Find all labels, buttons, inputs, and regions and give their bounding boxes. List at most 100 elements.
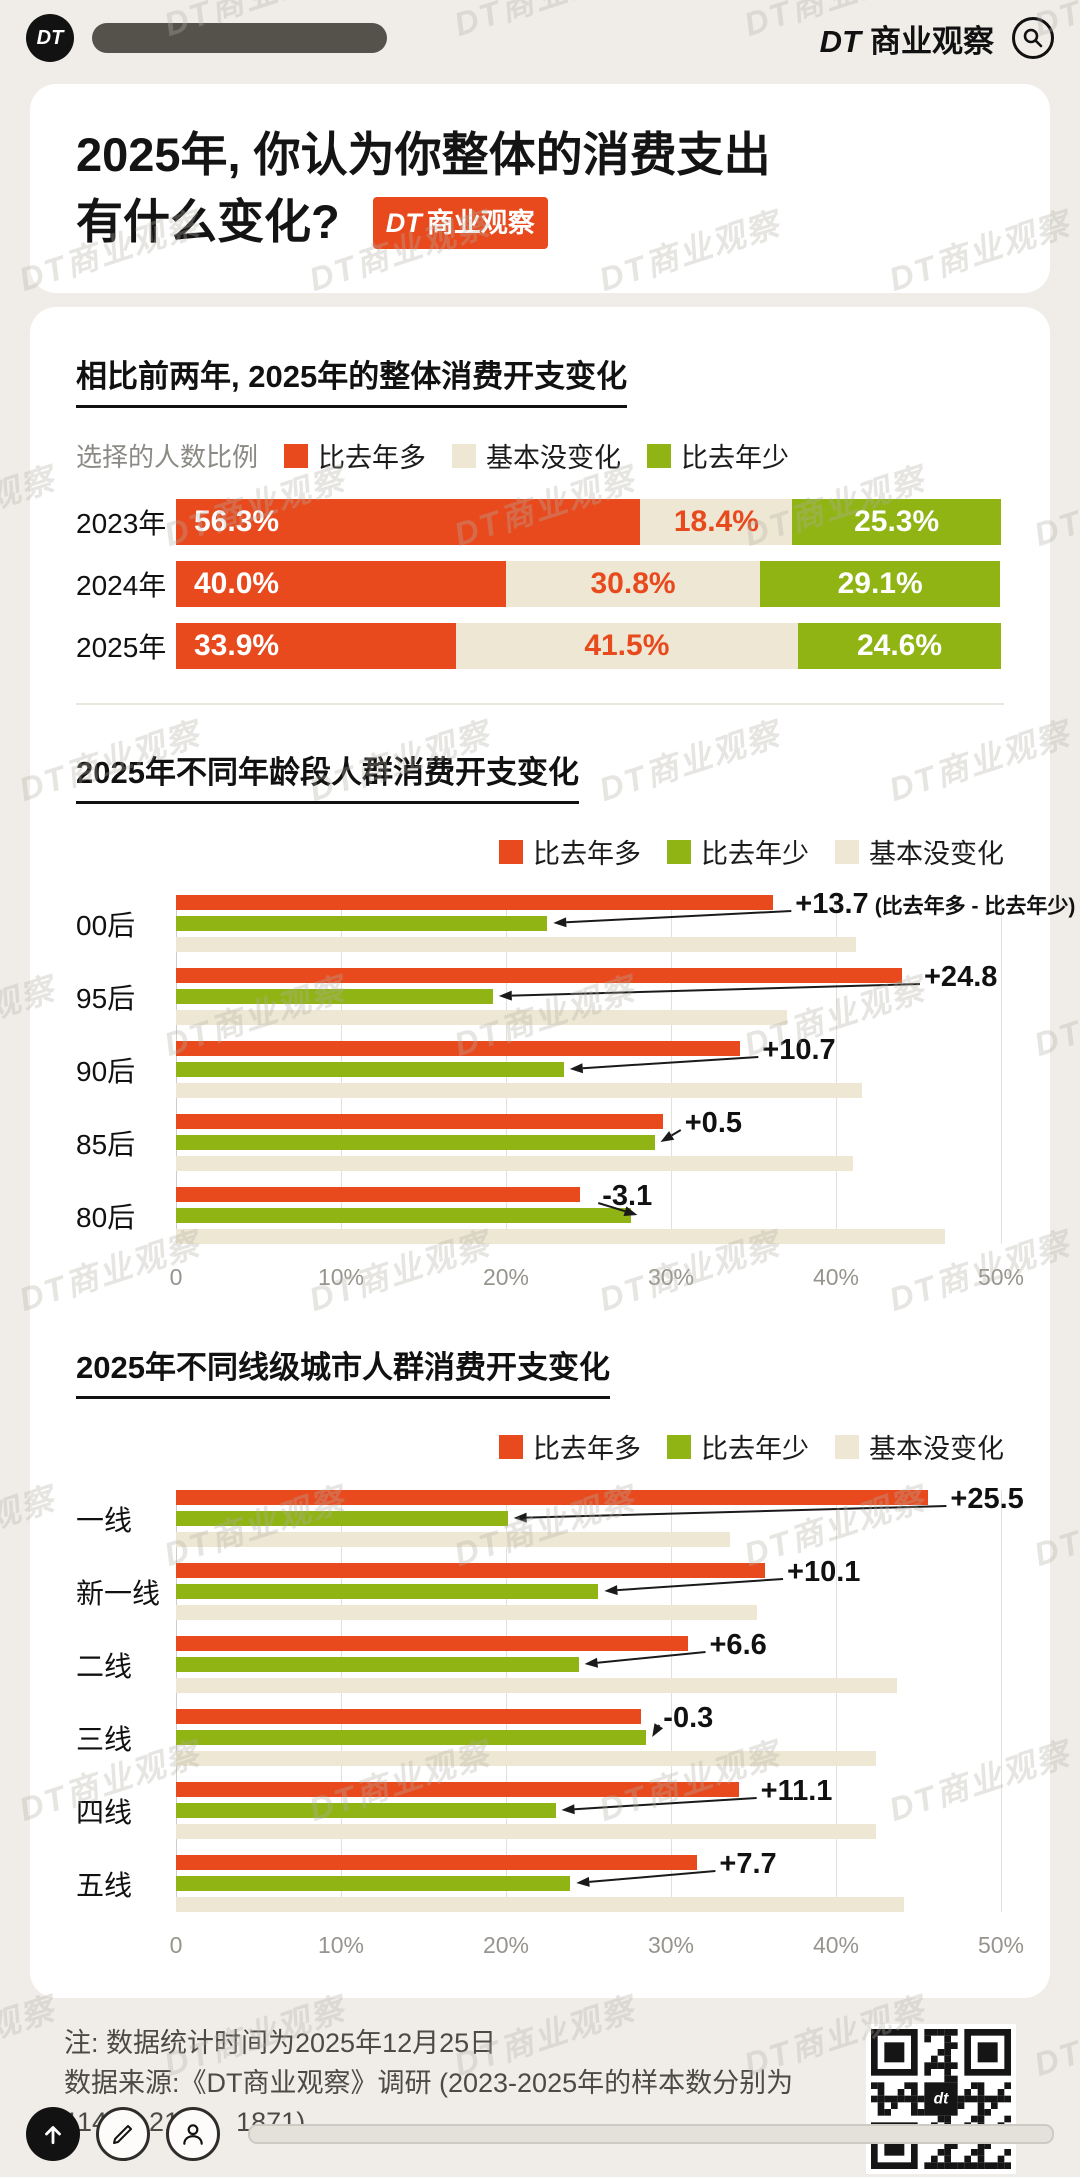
annotation-value: +25.5: [950, 1483, 1024, 1516]
annotation-value: -3.1: [602, 1180, 653, 1213]
gridlines: [176, 1490, 1002, 1913]
category-row: 00后 +13.7 (比去年多 - 比去年少): [76, 888, 1075, 953]
bar-segment: 25.3%: [792, 499, 1001, 546]
bottom-pill[interactable]: [248, 2124, 1054, 2144]
watermark-text: DT商业观察: [1029, 1989, 1080, 2084]
stacked-bar: 40.0% 30.8% 29.1%: [176, 561, 1001, 608]
bar-group: +10.1: [176, 1556, 1001, 1621]
x-tick-label: 10%: [317, 1264, 365, 1291]
gridline: [1001, 1490, 1002, 1913]
x-tick-label: 20%: [482, 1264, 530, 1291]
bar: [176, 1678, 898, 1694]
annotation: -0.3: [663, 1702, 713, 1735]
footer-notes: 注: 数据统计时间为2025年12月25日 数据来源:《DT商业观察》调研 (2…: [64, 2024, 1016, 2175]
legend-item: 比去年多: [284, 436, 426, 475]
bar-value: 41.5%: [584, 629, 670, 663]
bar: [176, 1490, 929, 1506]
bar-value: 25.3%: [854, 505, 940, 539]
legend-item: 比去年多: [499, 832, 641, 871]
bar: [176, 1584, 599, 1600]
legend-item: 比去年少: [667, 832, 809, 871]
bar: [176, 1010, 787, 1026]
bar: [176, 968, 902, 984]
legend-note: 选择的人数比例: [76, 442, 259, 473]
category-label: 三线: [76, 1723, 133, 1755]
edit-button[interactable]: [96, 2107, 150, 2161]
bar-group: +7.7: [176, 1848, 1001, 1913]
category-label: 五线: [76, 1869, 133, 1901]
legend-label: 比去年少: [681, 443, 790, 474]
gridline: [341, 1490, 342, 1913]
x-tick-label: 0: [169, 1264, 183, 1291]
legend-item: 基本没变化: [835, 832, 1004, 871]
category-label: 二线: [76, 1650, 133, 1682]
bar: [176, 1135, 655, 1151]
annotation-value: +24.8: [924, 961, 998, 994]
category-row: 二线 +6.6: [76, 1629, 1004, 1694]
category-row: 95后 +24.8: [76, 961, 1004, 1026]
topbar: DT DT 商业观察: [0, 0, 1080, 76]
annotation: +6.6: [710, 1629, 767, 1662]
legend-swatch: [667, 1434, 691, 1459]
search-button[interactable]: [1012, 17, 1054, 59]
bar: [176, 916, 548, 932]
bar-value: 24.6%: [856, 629, 943, 663]
bar-group: +13.7 (比去年多 - 比去年少): [176, 888, 1075, 953]
category-label: 85后: [76, 1128, 136, 1160]
pencil-icon: [113, 2125, 132, 2144]
legend-item: 比去年多: [499, 1427, 641, 1466]
category-label: 新一线: [76, 1577, 161, 1609]
section-1-heading-row: 相比前两年, 2025年的整体消费开支变化: [76, 351, 1004, 409]
gridline: [836, 895, 837, 1245]
annotation: +10.7: [762, 1034, 835, 1067]
qr-code: dt: [866, 2024, 1016, 2175]
annotation: +0.5: [685, 1107, 742, 1140]
content-card: 相比前两年, 2025年的整体消费开支变化 选择的人数比例 比去年多 基本没变化 比去…: [30, 307, 1075, 1999]
app-logo[interactable]: DT: [26, 14, 74, 62]
gridline: [836, 1490, 837, 1913]
category-row: 四线 +11.1: [76, 1775, 1004, 1840]
svg-text:dt: dt: [934, 2091, 949, 2108]
category-label: 2024年: [76, 570, 167, 602]
category-label: 90后: [76, 1055, 136, 1087]
section-3-heading-row: 2025年不同线级城市人群消费开支变化: [76, 1342, 1004, 1400]
bar-value: 18.4%: [673, 505, 759, 539]
annotation: +25.5: [950, 1483, 1023, 1516]
legend-item: 比去年少: [647, 436, 789, 475]
bar: [176, 1114, 663, 1130]
stacked-bar-row: 2025年 33.9% 41.5% 24.6%: [76, 623, 1004, 670]
annotation: -3.1: [602, 1180, 652, 1213]
annotation: +13.7 (比去年多 - 比去年少): [795, 888, 1075, 921]
profile-button[interactable]: [166, 2107, 220, 2161]
legend: 比去年多 比去年少 基本没变化: [76, 832, 1004, 871]
bar-group: +0.5: [176, 1107, 1001, 1172]
bar: [176, 1824, 876, 1840]
bar-segment: 41.5%: [455, 623, 799, 670]
gridline: [671, 1490, 672, 1913]
bar: [176, 1187, 581, 1203]
annotation-value: +6.6: [709, 1629, 767, 1662]
legend: 选择的人数比例 比去年多 基本没变化 比去年少: [76, 436, 1004, 475]
category-label: 80后: [76, 1201, 136, 1233]
annotation-value: +7.7: [719, 1848, 777, 1881]
brand-badge: DT 商业观察: [372, 196, 548, 250]
category-row: 五线 +7.7: [76, 1848, 1004, 1913]
bar: [176, 1083, 863, 1099]
legend-label: 比去年少: [701, 839, 809, 870]
bar: [176, 1730, 647, 1746]
scroll-top-button[interactable]: [26, 2107, 80, 2161]
url-bar[interactable]: [92, 23, 387, 53]
annotation-value: +0.5: [684, 1107, 742, 1140]
section-heading: 2025年不同线级城市人群消费开支变化: [76, 1342, 610, 1400]
legend-swatch: [284, 443, 309, 468]
x-tick-label: 40%: [812, 1932, 860, 1959]
bar-value: 30.8%: [590, 567, 676, 601]
bar: [176, 1657, 579, 1673]
bar-segment: 33.9%: [176, 623, 456, 670]
chart-city-tiers: 2025年不同线级城市人群消费开支变化 比去年多 比去年少 基本没变化 一线 +25.…: [76, 1342, 1024, 1962]
gridline: [506, 1490, 507, 1913]
section-2-heading-row: 2025年不同年龄段人群消费开支变化: [76, 747, 1004, 805]
bar: [176, 1876, 571, 1892]
poster-title: 2025年, 你认为你整体的消费支出 有什么变化? DT 商业观察: [76, 122, 1004, 255]
bar: [176, 1062, 564, 1078]
